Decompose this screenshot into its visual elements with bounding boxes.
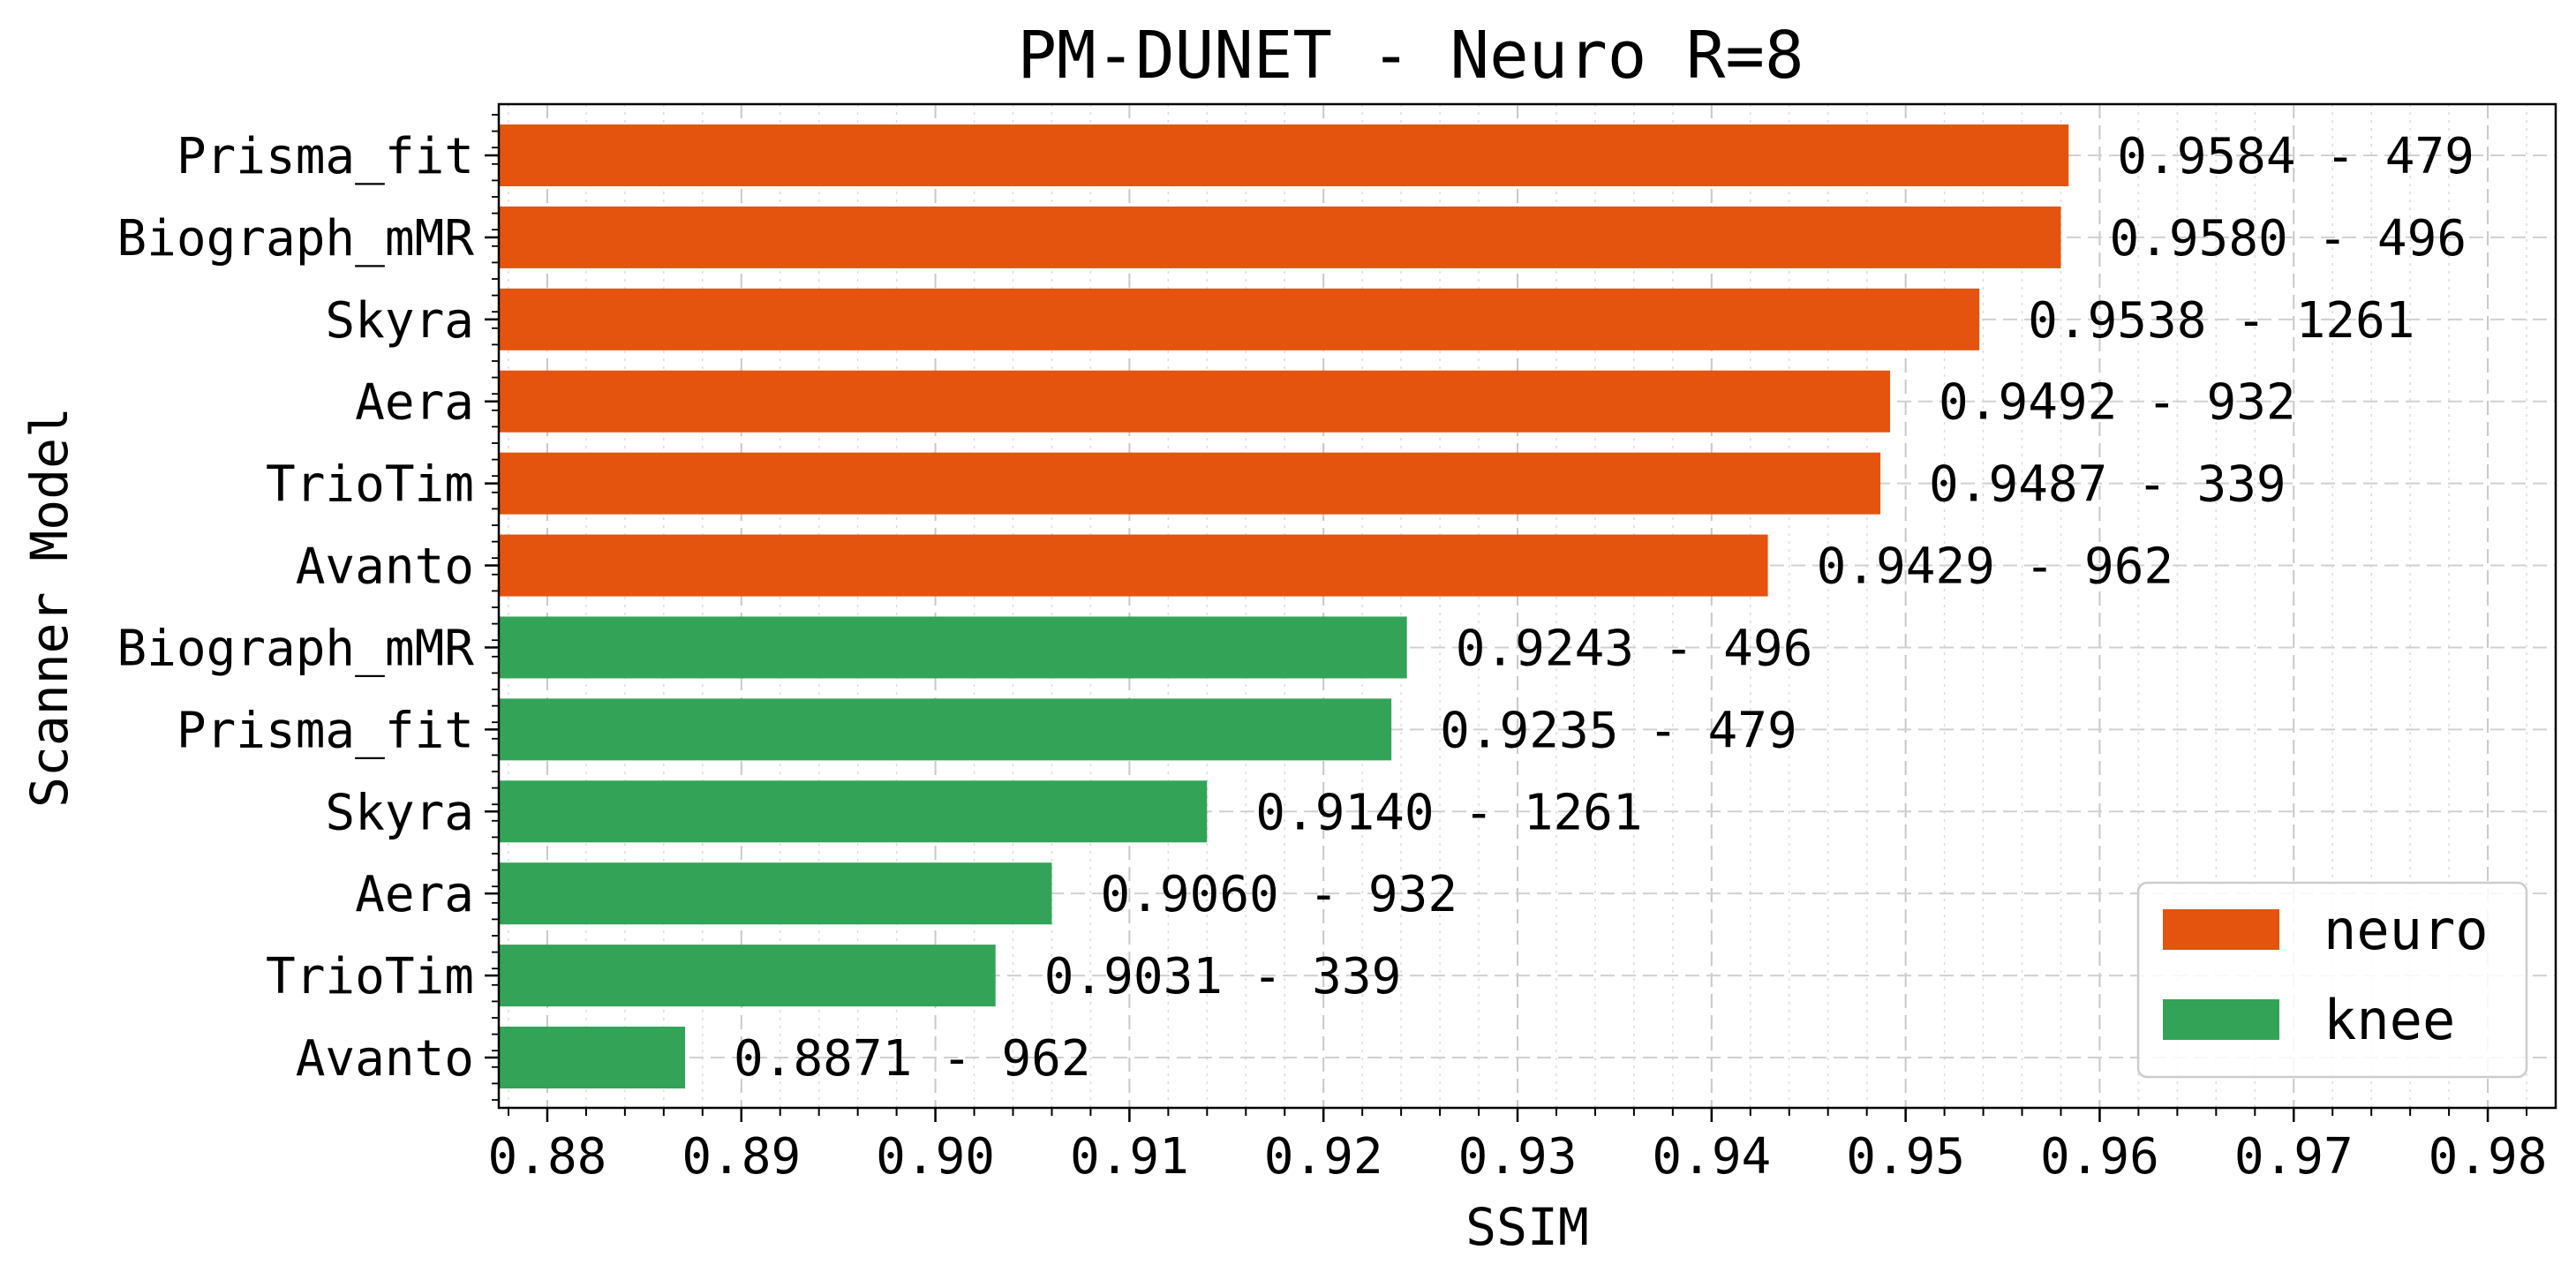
x-tick-label: 0.92 [1264,1128,1383,1186]
bar-knee-TrioTim [499,945,996,1007]
bar-value-label: 0.9031 - 339 [1044,948,1402,1005]
legend-swatch-knee [2163,999,2279,1040]
bar-value-label: 0.9580 - 496 [2109,210,2467,267]
bar-knee-Skyra [499,780,1208,843]
bar-labels: 0.9584 - 479 0.9580 - 496 0.9538 - 1261 0.9… [734,128,2474,1088]
y-axis-label: Scanner Model [19,407,79,808]
bar-neuro-Avanto [499,534,1768,597]
bar-value-label: 0.9140 - 1261 [1255,784,1642,841]
y-tick-label: Biograph_mMR [117,620,474,677]
bar-value-label: 0.9429 - 962 [1817,538,2174,596]
bar-value-label: 0.8871 - 962 [734,1030,1091,1088]
x-tick-label: 0.91 [1070,1128,1189,1186]
bar-value-label: 0.9060 - 932 [1100,866,1457,923]
y-tick-label: Skyra [325,784,474,841]
x-tick-label: 0.93 [1458,1128,1578,1186]
bar-neuro-Skyra [499,288,1980,350]
x-tick-label: 0.94 [1652,1128,1771,1186]
bar-neuro-Biograph_mMR [499,206,2061,268]
y-tick-label: TrioTim [266,456,474,514]
x-tick-label: 0.96 [2040,1128,2159,1186]
legend-label-knee: knee [2324,988,2455,1052]
x-tick-label: 0.95 [1846,1128,1965,1186]
y-tick-label: Skyra [325,292,474,350]
bar-knee-Prisma_fit [499,698,1392,761]
axes: 0.88 0.89 0.90 0.91 0.92 0.93 0.94 0.95 0.96 0.97… [117,114,2548,1186]
x-tick-label: 0.88 [488,1128,607,1186]
y-tick-label: Biograph_mMR [117,210,474,267]
y-tick-label: Prisma_fit [177,128,474,185]
x-tick-label: 0.89 [682,1128,801,1186]
chart-title: PM-DUNET - Neuro R=8 [1017,18,1804,94]
y-tick-label: TrioTim [266,948,474,1005]
bar-neuro-Prisma_fit [499,124,2069,186]
bar-value-label: 0.9492 - 932 [1939,374,2296,432]
x-tick-label: 0.90 [876,1128,995,1186]
y-tick-label: Aera [355,374,474,432]
bar-value-label: 0.9584 - 479 [2117,128,2474,185]
bar-knee-Avanto [499,1027,686,1088]
y-tick-label: Prisma_fit [177,702,474,759]
plot-frame [497,102,2557,1110]
bar-knee-Aera [499,862,1052,925]
bar-knee-Biograph_mMR [499,616,1407,679]
y-tick-label: Avanto [296,538,474,596]
x-tick-label: 0.97 [2234,1128,2354,1186]
x-tick-label: 0.98 [2429,1128,2548,1186]
bar-value-label: 0.9243 - 496 [1456,620,1813,677]
legend: neuro knee [2136,881,2528,1079]
y-tick-label: Avanto [296,1030,474,1088]
bars [499,124,2069,1088]
bar-neuro-TrioTim [499,452,1881,515]
bar-neuro-Aera [499,370,1891,433]
y-tick-label: Aera [355,866,474,923]
legend-label-neuro: neuro [2324,898,2489,962]
bar-value-label: 0.9538 - 1261 [2028,292,2414,350]
legend-swatch-neuro [2163,909,2279,950]
bar-value-label: 0.9235 - 479 [1440,702,1797,759]
bar-value-label: 0.9487 - 339 [1929,456,2286,514]
x-axis-label: SSIM [1465,1197,1589,1257]
